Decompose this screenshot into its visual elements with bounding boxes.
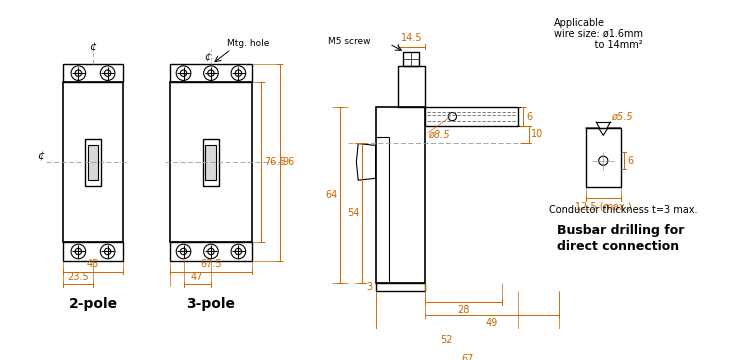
Text: ¢: ¢ [38, 152, 44, 161]
Text: 67: 67 [461, 354, 474, 360]
Text: 10: 10 [531, 130, 543, 139]
Text: 3-pole: 3-pole [187, 297, 236, 311]
Bar [398, 66, 425, 107]
Bar [206, 145, 217, 180]
Text: Conductor thickness t=3 max.: Conductor thickness t=3 max. [549, 205, 698, 215]
Text: 28: 28 [458, 305, 470, 315]
Text: wire size: ø1.6mm: wire size: ø1.6mm [554, 29, 643, 39]
Bar [403, 52, 419, 66]
Text: 6: 6 [627, 156, 633, 166]
Bar [85, 139, 101, 186]
Text: ø5.5: ø5.5 [611, 112, 633, 122]
Text: 76.5: 76.5 [264, 157, 286, 167]
Text: 3: 3 [367, 282, 373, 292]
Text: 96: 96 [282, 157, 295, 167]
Text: ¢: ¢ [204, 52, 210, 62]
Bar [170, 242, 252, 261]
Text: ¢: ¢ [89, 42, 97, 52]
Text: 12.5 (max.): 12.5 (max.) [575, 201, 632, 211]
Text: direct connection: direct connection [556, 240, 679, 253]
Bar [170, 64, 252, 82]
Bar [425, 107, 518, 126]
Text: 67.5: 67.5 [200, 259, 222, 269]
Text: Applicable: Applicable [554, 18, 605, 28]
Text: M5 screw: M5 screw [328, 37, 370, 46]
Text: 45: 45 [87, 259, 99, 269]
Text: 6: 6 [526, 112, 532, 122]
Bar [586, 128, 621, 188]
Text: 64: 64 [325, 190, 338, 200]
Text: 47: 47 [191, 272, 203, 282]
Bar [376, 107, 425, 283]
Text: 49: 49 [486, 318, 498, 328]
Text: Mtg. hole: Mtg. hole [227, 39, 270, 48]
Bar [170, 82, 252, 242]
Bar [202, 139, 219, 186]
Bar [88, 145, 98, 180]
Bar [63, 82, 123, 242]
Text: ø8.5: ø8.5 [427, 130, 449, 139]
Text: 2-pole: 2-pole [68, 297, 118, 311]
Text: Busbar drilling for: Busbar drilling for [556, 224, 684, 237]
Text: 14.5: 14.5 [400, 32, 422, 42]
Bar [63, 64, 123, 82]
Bar [376, 283, 425, 291]
Text: 52: 52 [441, 335, 453, 345]
Text: 54: 54 [346, 208, 359, 217]
Text: 23.5: 23.5 [67, 272, 88, 282]
Bar [63, 242, 123, 261]
Text: to 14mm²: to 14mm² [554, 40, 643, 50]
